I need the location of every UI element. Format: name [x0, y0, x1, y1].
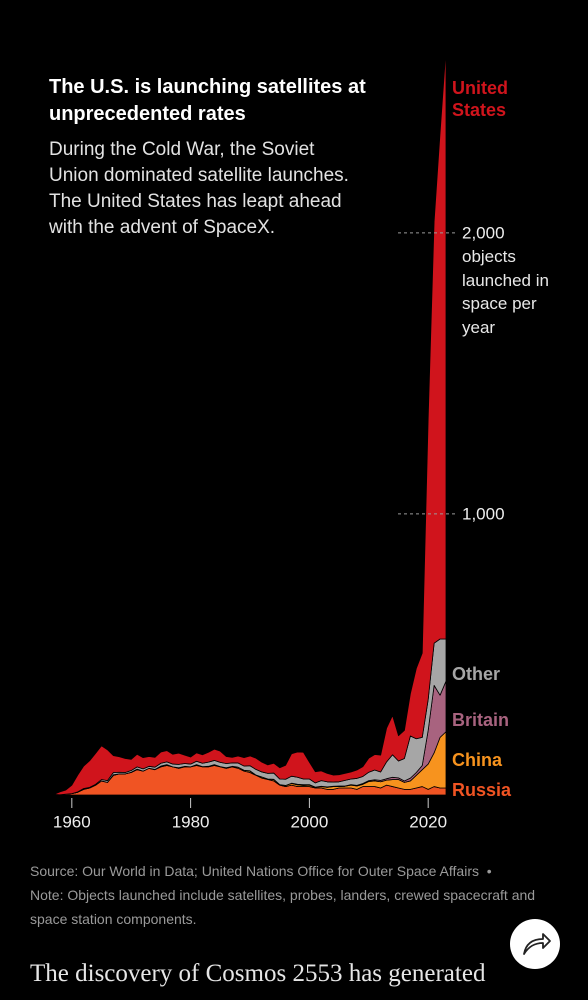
- footnote: Source: Our World in Data; United Nation…: [30, 859, 560, 931]
- legend-entry: Russia: [452, 780, 512, 800]
- y-tick-label: 1,000: [462, 504, 505, 523]
- note: Note: Objects launched include satellite…: [30, 887, 536, 927]
- chart-title: The U.S. is launching satellites at unpr…: [49, 76, 366, 125]
- x-tick-label: 2000: [290, 812, 328, 831]
- x-tick-label: 1960: [53, 812, 91, 831]
- legend-entry: Britain: [452, 710, 510, 730]
- source: Source: Our World in Data; United Nation…: [30, 863, 479, 879]
- article-text: The discovery of Cosmos 2553 has generat…: [30, 960, 486, 987]
- share-button[interactable]: [510, 919, 560, 969]
- legend-entry: China: [452, 750, 503, 770]
- separator: •: [486, 863, 492, 879]
- y-tick-label: 2,000: [462, 223, 505, 242]
- chart-subtitle: During the Cold War, the Soviet Union do…: [49, 139, 349, 238]
- x-tick-label: 1980: [172, 812, 210, 831]
- legend-entry: Other: [452, 664, 501, 684]
- share-icon: [523, 933, 551, 955]
- y-axis-label: objects launched in space per year: [462, 247, 549, 337]
- area-4: [53, 48, 447, 796]
- legend-entry: United States: [452, 78, 508, 120]
- x-tick-label: 2020: [409, 812, 447, 831]
